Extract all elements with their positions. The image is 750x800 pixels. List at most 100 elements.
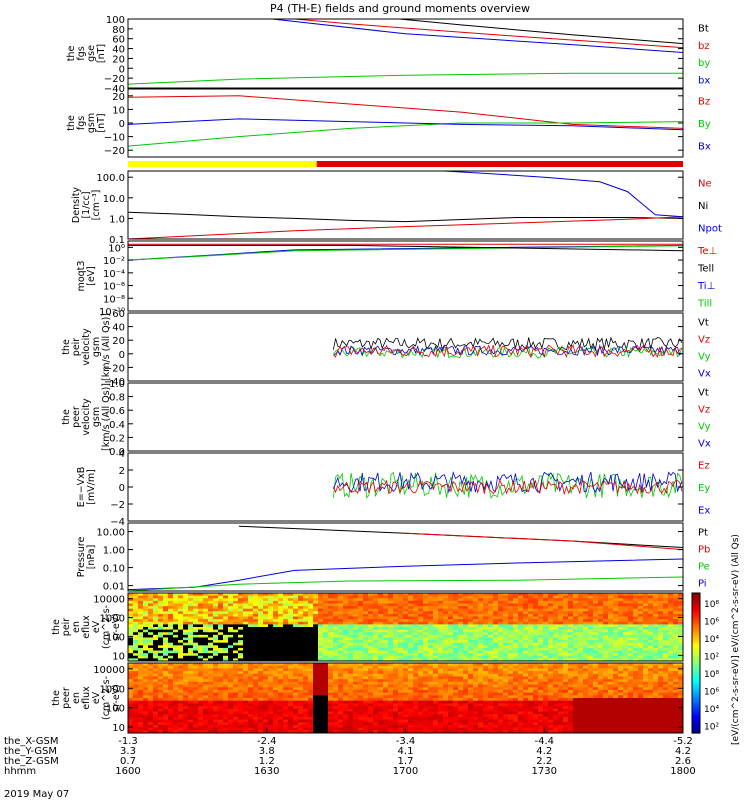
spectrogram-cell xyxy=(278,703,284,707)
spectrogram-cell xyxy=(408,640,414,644)
spectrogram-cell xyxy=(403,629,409,633)
spectrogram-cell xyxy=(293,603,299,607)
spectrogram-cell xyxy=(393,619,399,623)
spectrogram-cell xyxy=(358,714,364,718)
spectrogram-cell xyxy=(328,689,334,694)
spectrogram-cell xyxy=(158,611,164,615)
spectrogram-cell xyxy=(198,608,204,612)
spectrogram-cell xyxy=(233,621,239,625)
spectrogram-cell xyxy=(423,671,429,675)
y-axis-title-line: [nT] xyxy=(96,44,107,63)
spectrogram-cell xyxy=(363,727,369,731)
spectrogram-cell xyxy=(363,687,369,691)
spectrogram-cell xyxy=(398,629,404,633)
spectrogram-cell xyxy=(298,608,304,612)
spectrogram-cell xyxy=(638,653,644,657)
spectrogram-cell xyxy=(218,613,224,618)
spectrogram-cell xyxy=(433,663,439,667)
spectrogram-cell xyxy=(218,653,224,657)
spectrogram-cell xyxy=(298,616,304,620)
spectrogram-cell xyxy=(173,719,179,723)
spectrogram-cell xyxy=(483,658,489,661)
spectrogram-cell xyxy=(438,663,444,667)
spectrogram-cell xyxy=(343,679,349,683)
spectrogram-cell xyxy=(148,730,154,733)
spectrogram-cell xyxy=(158,642,164,646)
spectrogram-cell xyxy=(148,665,154,669)
spectrogram-cell xyxy=(533,593,539,597)
spectrogram-cell xyxy=(443,703,449,707)
spectrogram-cell xyxy=(398,653,404,657)
spectrogram-cell xyxy=(243,692,249,696)
spectrogram-cell xyxy=(368,716,374,721)
spectrogram-cell xyxy=(623,640,629,644)
spectrogram-cell xyxy=(493,593,499,597)
spectrogram-cell xyxy=(463,676,469,680)
spectrogram-cell xyxy=(518,595,524,599)
spectrogram-cell xyxy=(208,730,214,733)
spectrogram-cell xyxy=(303,676,309,680)
spectrogram-cell xyxy=(533,634,539,639)
spectrogram-cell xyxy=(538,593,544,597)
spectrogram-cell xyxy=(418,616,424,620)
spectrogram-cell xyxy=(333,608,339,612)
spectrogram-cell xyxy=(258,671,264,675)
spectrogram-cell xyxy=(653,653,659,657)
spectrogram-cell xyxy=(418,655,424,659)
spectrogram-cell xyxy=(443,714,449,718)
spectrogram-cell xyxy=(208,668,214,672)
spectrogram-cell xyxy=(613,642,619,646)
spectrogram-cell xyxy=(398,687,404,691)
spectrogram-cell xyxy=(533,616,539,620)
spectrogram-cell xyxy=(313,673,319,678)
spectrogram-cell xyxy=(628,634,634,639)
spectrogram-cell xyxy=(393,640,399,644)
spectrogram-cell xyxy=(433,714,439,718)
spectrogram-cell xyxy=(423,629,429,633)
spectrogram-cell xyxy=(238,684,244,688)
spectrogram-cell xyxy=(408,679,414,683)
spectrogram-cell xyxy=(473,653,479,657)
spectrogram-cell xyxy=(248,647,254,652)
spectrogram-cell xyxy=(213,608,219,612)
spectrogram-cell xyxy=(358,658,364,661)
spectrogram-cell xyxy=(233,637,239,641)
spectrogram-cell xyxy=(263,673,269,678)
spectrogram-cell xyxy=(418,727,424,731)
spectrogram-cell xyxy=(148,687,154,691)
spectrogram-cell xyxy=(513,650,519,654)
spectrogram-cell xyxy=(598,611,604,615)
spectrogram-cell xyxy=(443,668,449,672)
spectrogram-cell xyxy=(133,681,139,686)
spectrogram-cell xyxy=(138,642,144,646)
spectrogram-cell xyxy=(198,655,204,659)
spectrogram-cell xyxy=(253,606,259,610)
spectrogram-cell xyxy=(443,624,449,628)
spectrogram-cell xyxy=(398,645,404,649)
spectrogram-cell xyxy=(538,624,544,628)
spectrogram-cell xyxy=(623,608,629,612)
spectrogram-cell xyxy=(388,593,394,597)
spectrogram-cell xyxy=(308,642,314,646)
spectrogram-cell xyxy=(488,624,494,628)
spectrogram-cell xyxy=(198,653,204,657)
spectrogram-cell xyxy=(248,727,254,731)
spectrogram-cell xyxy=(368,700,374,704)
spectrogram-cell xyxy=(323,719,329,723)
spectrogram-cell xyxy=(173,673,179,678)
spectrogram-cell xyxy=(418,695,424,699)
spectrogram-cell xyxy=(288,593,294,597)
spectrogram-cell xyxy=(283,663,289,667)
spectrogram-cell xyxy=(318,613,324,618)
spectrogram-cell xyxy=(303,727,309,731)
spectrogram-cell xyxy=(583,606,589,610)
y-tick-label: −10 xyxy=(104,133,125,144)
spectrogram-cell xyxy=(383,621,389,625)
spectrogram-cell xyxy=(388,727,394,731)
spectrogram-cell xyxy=(173,711,179,715)
spectrogram-cell xyxy=(208,689,214,694)
spectrogram-cell xyxy=(283,603,289,607)
spectrogram-cell xyxy=(413,595,419,599)
spectrogram-cell xyxy=(313,613,319,618)
spectrogram-cell xyxy=(608,655,614,659)
